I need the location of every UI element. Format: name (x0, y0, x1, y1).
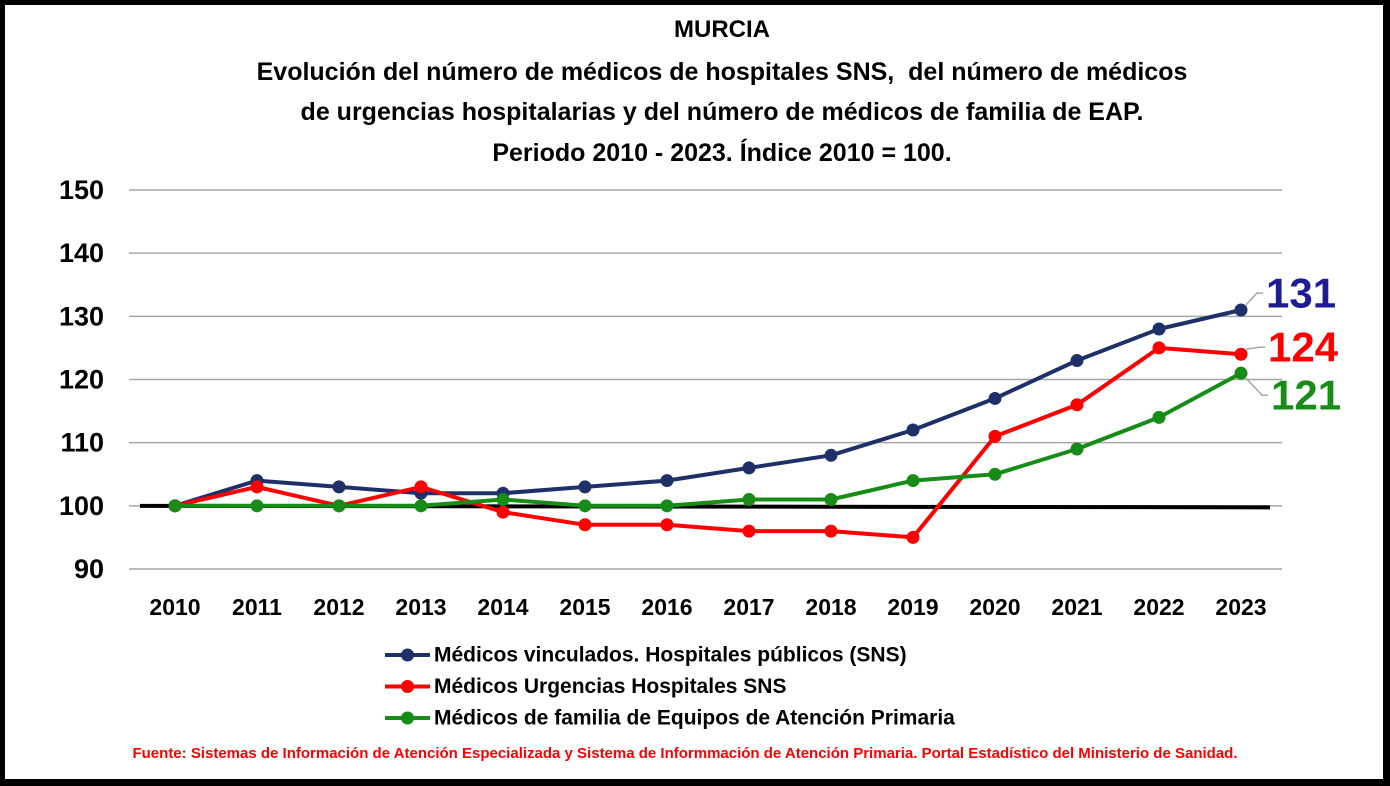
data-point (332, 499, 346, 513)
data-label: 131 (1266, 270, 1336, 317)
data-point (824, 493, 838, 507)
legend-marker (401, 648, 414, 662)
data-point (824, 448, 838, 462)
series-1: 131 (168, 270, 1336, 513)
chart-subtitle-line-1: Evolución del número de médicos de hospi… (256, 58, 1188, 86)
data-label: 124 (1268, 324, 1339, 371)
data-point (1070, 398, 1084, 412)
data-point (578, 499, 592, 513)
y-tick-label: 130 (59, 301, 104, 331)
legend-item: Médicos de familia de Equipos de Atenció… (385, 707, 955, 730)
series-line (174, 345, 1242, 540)
data-point (1234, 366, 1248, 380)
data-point (660, 518, 674, 532)
data-point (496, 505, 510, 519)
x-tick-label: 2015 (559, 594, 610, 620)
x-axis-labels: 2010 2011 2012 2013 2014 2015 2016 2017 2018 2019… (149, 594, 1266, 620)
y-tick-label: 100 (59, 491, 104, 521)
data-point (1234, 347, 1248, 361)
x-tick-label: 2022 (1133, 594, 1184, 620)
y-tick-label: 120 (59, 365, 104, 395)
x-tick-label: 2023 (1215, 594, 1266, 620)
data-point (988, 467, 1002, 481)
data-point (578, 518, 592, 532)
data-label-leader (1245, 292, 1263, 306)
series-line (175, 371, 1242, 508)
data-point (168, 499, 182, 513)
data-point (250, 499, 264, 513)
series-3: 121 (168, 366, 1341, 513)
x-tick-label: 2012 (313, 594, 364, 620)
data-point (906, 423, 920, 437)
x-tick-label: 2020 (969, 594, 1020, 620)
y-axis-labels: 90 100 110 120 130 140 150 (59, 175, 104, 584)
data-point (1152, 322, 1166, 336)
series-line (174, 308, 1242, 508)
data-label-leader (1245, 346, 1265, 350)
data-point (1234, 303, 1248, 317)
y-tick-label: 90 (74, 554, 104, 584)
data-point (742, 493, 756, 507)
series-2: 124 (168, 324, 1339, 544)
data-point (660, 474, 674, 488)
legend-item: Médicos Urgencias Hospitales SNS (385, 675, 786, 698)
x-tick-label: 2017 (723, 594, 774, 620)
gridlines (129, 189, 1282, 570)
x-tick-label: 2011 (232, 594, 282, 620)
chart-subtitle-line-2: de urgencias hospitalarias y del número … (300, 98, 1144, 126)
data-point (988, 429, 1002, 443)
x-tick-label: 2014 (477, 594, 528, 620)
data-label-leader (1245, 377, 1268, 396)
data-point (742, 461, 756, 475)
data-point (1070, 442, 1084, 456)
data-point (1152, 410, 1166, 424)
y-tick-label: 150 (59, 175, 104, 205)
data-point (1152, 341, 1166, 355)
data-point (660, 499, 674, 513)
x-tick-label: 2010 (149, 594, 200, 620)
data-point (414, 499, 428, 513)
data-label: 121 (1271, 372, 1341, 419)
legend-marker (401, 711, 414, 725)
legend-item: Médicos vinculados. Hospitales públicos … (385, 644, 907, 667)
x-tick-label: 2016 (641, 594, 692, 620)
x-tick-label: 2013 (395, 594, 446, 620)
x-tick-label: 2019 (887, 594, 938, 620)
legend-marker (401, 680, 414, 693)
legend: Médicos vinculados. Hospitales públicos … (385, 644, 955, 730)
data-point (496, 493, 510, 507)
data-point (332, 480, 346, 494)
data-point (414, 480, 428, 494)
data-point (578, 480, 592, 494)
chart-subtitle-line-3: Periodo 2010 - 2023. Índice 2010 = 100. (492, 139, 952, 167)
data-point (1070, 354, 1084, 368)
x-tick-label: 2021 (1051, 594, 1102, 620)
y-tick-label: 110 (60, 428, 104, 458)
x-tick-label: 2018 (805, 594, 856, 620)
data-point (824, 524, 838, 538)
legend-label: Médicos Urgencias Hospitales SNS (434, 675, 786, 698)
legend-label: Médicos vinculados. Hospitales públicos … (434, 644, 907, 667)
data-point (250, 480, 264, 494)
data-point (742, 524, 756, 538)
data-point (988, 391, 1002, 405)
chart-title: MURCIA (674, 16, 770, 43)
y-tick-label: 140 (59, 238, 104, 268)
data-point (906, 474, 920, 488)
source-note: Fuente: Sistemas de Información de Atenc… (132, 745, 1238, 762)
chart-title-block: MURCIA Evolución del número de médicos d… (60, 0, 1384, 180)
legend-label: Médicos de familia de Equipos de Atenció… (434, 707, 955, 730)
data-point (906, 530, 920, 544)
